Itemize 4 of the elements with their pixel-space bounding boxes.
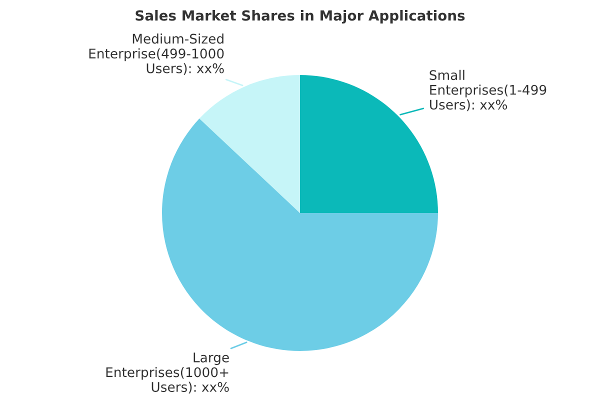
slice-label: Large Enterprises(1000+ Users): xx% [106, 352, 229, 394]
slice-label: Small Enterprises(1-499 Users): xx% [430, 70, 546, 112]
chart-title: Sales Market Shares in Major Applications [136, 10, 465, 24]
slice-label: Medium-Sized Enterprise(499-1000 Users): xx% [89, 34, 224, 75]
